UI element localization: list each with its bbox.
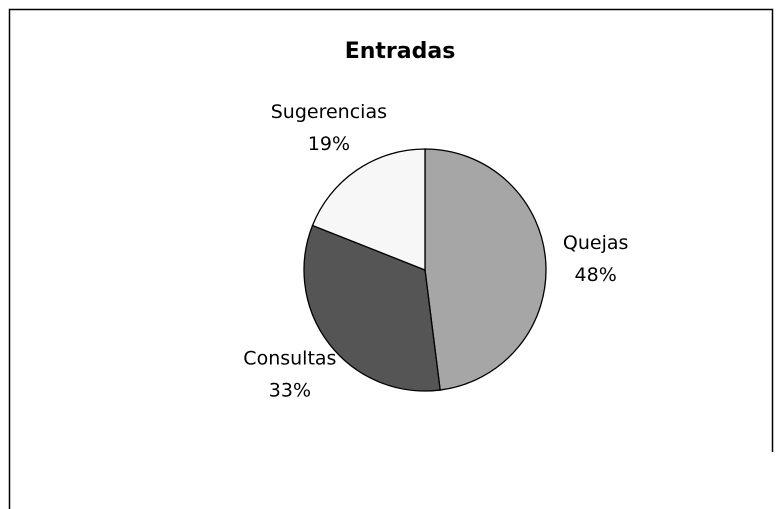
slice-category-label: Sugerencias <box>271 101 387 123</box>
pie-slice <box>311 148 426 271</box>
slice-value-label: 48% <box>575 264 617 286</box>
slice-category-label: Consultas <box>243 347 336 369</box>
pie-slice <box>303 224 441 392</box>
slice-category-label: Quejas <box>563 232 629 254</box>
slice-value-label: 19% <box>308 133 350 155</box>
chart-frame <box>8 8 774 509</box>
slice-value-label: 33% <box>269 379 311 401</box>
pie-slice <box>424 148 547 391</box>
chart-title: Entradas <box>345 39 456 64</box>
